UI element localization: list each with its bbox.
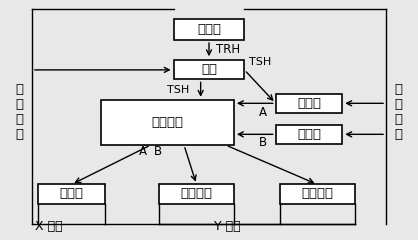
- Text: A: A: [259, 106, 267, 119]
- Text: B: B: [154, 144, 162, 157]
- Text: 其他组织: 其他组织: [181, 187, 212, 200]
- FancyBboxPatch shape: [275, 125, 342, 144]
- Text: TRH: TRH: [216, 42, 240, 55]
- Text: 有
关
神
经: 有 关 神 经: [15, 83, 23, 141]
- Text: 下丘脑: 下丘脑: [197, 23, 221, 36]
- Text: 血液循环: 血液循环: [151, 116, 184, 129]
- Text: 骨骼肌: 骨骼肌: [59, 187, 84, 200]
- Text: 甲状腺: 甲状腺: [297, 97, 321, 110]
- Text: 有
关
神
经: 有 关 神 经: [395, 83, 403, 141]
- FancyBboxPatch shape: [159, 184, 234, 204]
- Text: X 产热: X 产热: [35, 220, 62, 233]
- Text: A: A: [139, 144, 147, 157]
- Text: 脂肪组织: 脂肪组织: [301, 187, 333, 200]
- Text: 肾上腺: 肾上腺: [297, 128, 321, 141]
- FancyBboxPatch shape: [173, 60, 245, 79]
- FancyBboxPatch shape: [38, 184, 105, 204]
- Text: B: B: [259, 136, 267, 149]
- Text: 垂体: 垂体: [201, 63, 217, 76]
- FancyBboxPatch shape: [275, 94, 342, 113]
- Text: TSH: TSH: [249, 57, 271, 66]
- Text: TSH: TSH: [167, 84, 189, 95]
- Text: Y 产热: Y 产热: [214, 220, 241, 233]
- FancyBboxPatch shape: [101, 100, 234, 145]
- FancyBboxPatch shape: [173, 18, 245, 40]
- FancyBboxPatch shape: [280, 184, 355, 204]
